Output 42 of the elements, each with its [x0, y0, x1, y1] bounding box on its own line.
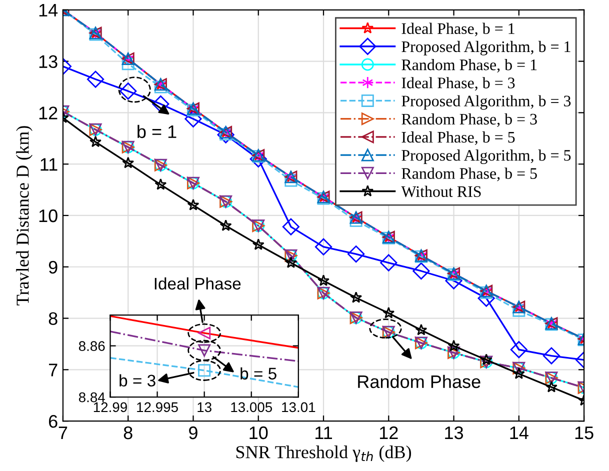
annotation: b = 5	[240, 367, 276, 380]
legend-label: Ideal Phase, b = 1	[402, 22, 514, 36]
x-tick-label: 8	[124, 426, 132, 440]
x-tick-label: 9	[189, 426, 198, 440]
x-tick-label: 11	[316, 426, 332, 440]
legend-label: Ideal Phase, b = 5	[402, 131, 515, 145]
x-axis-title: SNR Threshold γ$_{th}$ (dB)	[236, 446, 411, 462]
y-tick-label: 8	[48, 312, 58, 325]
y-tick-label: 11	[40, 158, 58, 171]
annotation: Ideal Phase	[154, 277, 241, 290]
legend-label: Without RIS	[401, 186, 481, 198]
annotation: Random Phase	[358, 374, 480, 388]
legend-label: Ideal Phase, b = 3	[402, 77, 515, 91]
legend-label: Proposed Algorithm, b = 1	[402, 40, 570, 56]
y-tick-label: 13	[39, 55, 58, 68]
legend-label: Random Phase, b = 5	[402, 168, 537, 182]
y-tick-label: 8.86	[78, 341, 105, 351]
x-tick-label: 10	[250, 426, 268, 440]
x-tick-label: 14	[510, 426, 528, 440]
legend-label: Proposed Algorithm, b = 3	[402, 95, 571, 110]
annotation: b = 1	[138, 124, 176, 138]
x-tick-label: 7	[58, 426, 68, 440]
y-tick-label: 10	[39, 209, 58, 222]
y-tick-label: 8.84	[78, 392, 105, 402]
y-tick-label: 12	[39, 106, 58, 120]
legend-label: Proposed Algorithm, b = 5	[402, 150, 571, 164]
y-tick-label: 9	[48, 260, 58, 274]
y-tick-label: 14	[39, 4, 58, 16]
y-axis-title: Travled Distance D (km)	[16, 126, 32, 306]
x-tick-label: 12.99	[94, 402, 127, 412]
x-tick-label: 12	[380, 426, 398, 440]
legend-label: Random Phase, b = 3	[402, 113, 537, 127]
x-tick-label: 13.01	[282, 402, 316, 412]
annotation: b = 3	[120, 374, 156, 387]
legend-label: Random Phase, b = 1	[402, 59, 537, 73]
x-tick-label: 13.005	[231, 402, 272, 412]
x-tick-label: 13	[198, 402, 212, 412]
y-tick-label: 7	[48, 364, 58, 376]
x-tick-label: 12.995	[137, 402, 178, 412]
y-tick-label: 6	[48, 415, 58, 428]
x-tick-label: 15	[575, 426, 594, 440]
x-tick-label: 13	[445, 426, 464, 440]
